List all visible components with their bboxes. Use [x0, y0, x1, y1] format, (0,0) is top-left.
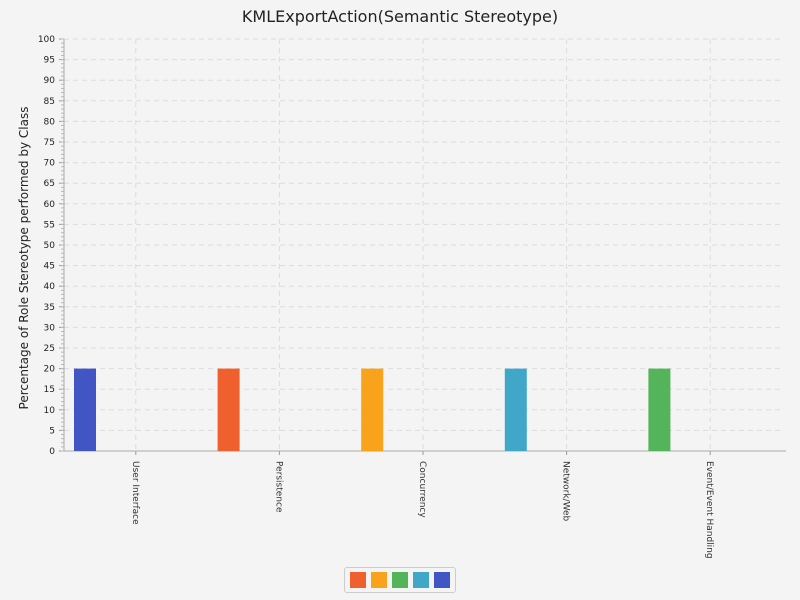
y-tick-label: 95 [44, 56, 55, 66]
tick-labels: 0 5 10 15 20 25 30 35 40 45 50 55 60 65 70 75 80 85 90 95 10… [38, 35, 714, 559]
chart-title: KMLExportAction(Semantic Stereotype) [241, 7, 559, 26]
y-tick-label: 80 [44, 117, 56, 127]
y-tick-label: 50 [44, 241, 56, 251]
y-tick-label: 75 [44, 138, 55, 148]
y-tick-label: 85 [44, 97, 55, 107]
y-tick-label: 60 [44, 200, 56, 210]
y-tick-label: 90 [44, 76, 56, 86]
legend [344, 567, 456, 593]
bar [504, 368, 527, 451]
bars [74, 368, 671, 451]
legend-swatch [371, 572, 387, 588]
legend-swatch [434, 572, 450, 588]
y-tick-label: 70 [44, 159, 56, 169]
y-tick-label: 20 [44, 365, 56, 375]
y-tick-label: 15 [44, 385, 55, 395]
chart-plot: 0 5 10 15 20 25 30 35 40 45 50 55 60 65 70 75 80 85 90 95 10… [38, 35, 786, 559]
bar [648, 368, 671, 451]
legend-swatch [350, 572, 366, 588]
x-tick-label: Concurrency [417, 461, 427, 518]
y-tick-label: 5 [49, 426, 55, 436]
bar [217, 368, 240, 451]
y-tick-label: 30 [44, 323, 56, 333]
y-tick-label: 40 [44, 282, 56, 292]
legend-swatch [413, 572, 429, 588]
y-tick-label: 10 [44, 406, 56, 416]
y-tick-label: 45 [44, 262, 55, 272]
bar [361, 368, 384, 451]
y-tick-label: 100 [38, 35, 55, 45]
x-tick-label: User Interface [130, 461, 140, 525]
x-tick-label: Network/Web [561, 461, 571, 522]
grid-lines [64, 38, 782, 451]
y-tick-label: 25 [44, 344, 55, 354]
y-tick-label: 0 [49, 447, 55, 457]
y-tick-label: 35 [44, 303, 55, 313]
x-tick-label: Persistence [273, 461, 283, 513]
bar [74, 368, 96, 451]
y-tick-label: 55 [44, 220, 55, 230]
legend-swatch [392, 572, 408, 588]
x-tick-label: Event/Event Handling [704, 461, 714, 559]
axes [59, 38, 786, 455]
y-tick-label: 65 [44, 179, 55, 189]
